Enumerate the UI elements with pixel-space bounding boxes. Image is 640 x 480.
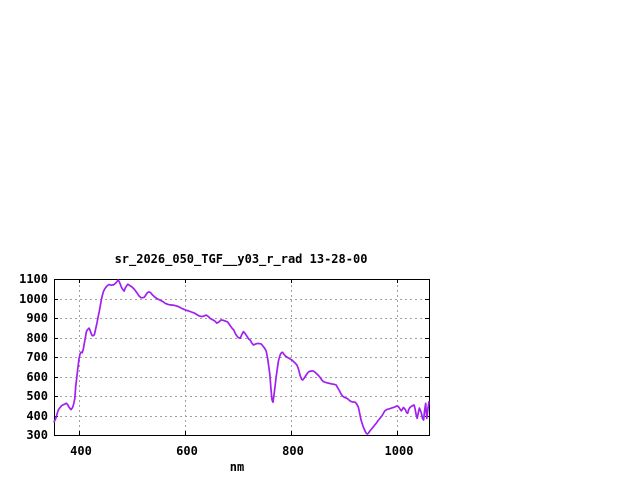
y-tick-label: 800 [26,331,48,345]
y-tick-label: 900 [26,311,48,325]
x-tick-label: 600 [176,444,198,458]
x-tick-label: 400 [70,444,92,458]
spectrum-line [53,279,430,435]
data-series [53,279,430,435]
y-tick-label: 1000 [19,292,48,306]
y-tick-label: 700 [26,350,48,364]
x-axis-label: nm [230,460,244,474]
y-tick-label: 500 [26,389,48,403]
y-tick-label: 1100 [19,272,48,286]
y-tick-label: 300 [26,428,48,442]
grid-lines [55,280,428,434]
axes: 400 600 800 1000 300 400 500 600 700 800 900 1000 11… [19,272,430,458]
x-tick-label: 800 [282,444,304,458]
y-tick-label: 400 [26,409,48,423]
y-tick-label: 600 [26,370,48,384]
x-tick-label: 1000 [385,444,414,458]
chart-title: sr_2026_050_TGF__y03_r_rad 13-28-00 [115,252,368,267]
